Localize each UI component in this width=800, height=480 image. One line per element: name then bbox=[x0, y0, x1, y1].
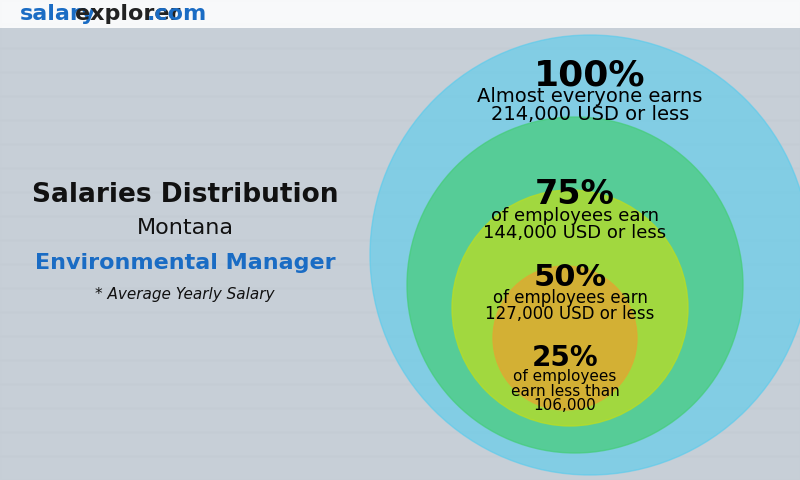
Circle shape bbox=[452, 190, 688, 426]
Text: earn less than: earn less than bbox=[510, 384, 619, 398]
Circle shape bbox=[370, 35, 800, 475]
Text: explorer: explorer bbox=[75, 4, 181, 24]
Text: 100%: 100% bbox=[534, 58, 646, 92]
Circle shape bbox=[407, 117, 743, 453]
Bar bbox=[0, 408, 800, 432]
Bar bbox=[0, 144, 800, 168]
Text: .com: .com bbox=[147, 4, 207, 24]
Bar bbox=[0, 120, 800, 144]
Text: of employees earn: of employees earn bbox=[493, 289, 647, 307]
Text: 75%: 75% bbox=[535, 179, 615, 212]
Bar bbox=[0, 24, 800, 48]
Bar bbox=[0, 456, 800, 480]
Text: of employees: of employees bbox=[514, 369, 617, 384]
Bar bbox=[0, 312, 800, 336]
Bar bbox=[0, 48, 800, 72]
Text: 25%: 25% bbox=[532, 344, 598, 372]
Bar bbox=[0, 432, 800, 456]
Bar bbox=[0, 240, 800, 264]
Bar bbox=[0, 192, 800, 216]
Text: Almost everyone earns: Almost everyone earns bbox=[478, 87, 702, 107]
Text: Montana: Montana bbox=[137, 218, 234, 238]
Text: of employees earn: of employees earn bbox=[491, 207, 659, 225]
Text: 144,000 USD or less: 144,000 USD or less bbox=[483, 224, 666, 242]
Text: 127,000 USD or less: 127,000 USD or less bbox=[486, 305, 654, 323]
Text: Environmental Manager: Environmental Manager bbox=[34, 253, 335, 273]
Text: salary: salary bbox=[20, 4, 96, 24]
Bar bbox=[0, 216, 800, 240]
Bar bbox=[0, 0, 800, 28]
Bar bbox=[0, 96, 800, 120]
Text: 106,000: 106,000 bbox=[534, 398, 596, 413]
Bar bbox=[0, 168, 800, 192]
Bar bbox=[0, 336, 800, 360]
Bar bbox=[0, 72, 800, 96]
Bar bbox=[0, 384, 800, 408]
Text: * Average Yearly Salary: * Average Yearly Salary bbox=[95, 288, 274, 302]
Text: 50%: 50% bbox=[534, 264, 606, 292]
Text: 214,000 USD or less: 214,000 USD or less bbox=[491, 106, 689, 124]
Circle shape bbox=[493, 266, 637, 410]
Text: Salaries Distribution: Salaries Distribution bbox=[32, 182, 338, 208]
Bar bbox=[0, 0, 800, 24]
Bar bbox=[0, 288, 800, 312]
Bar bbox=[0, 360, 800, 384]
Bar bbox=[0, 264, 800, 288]
